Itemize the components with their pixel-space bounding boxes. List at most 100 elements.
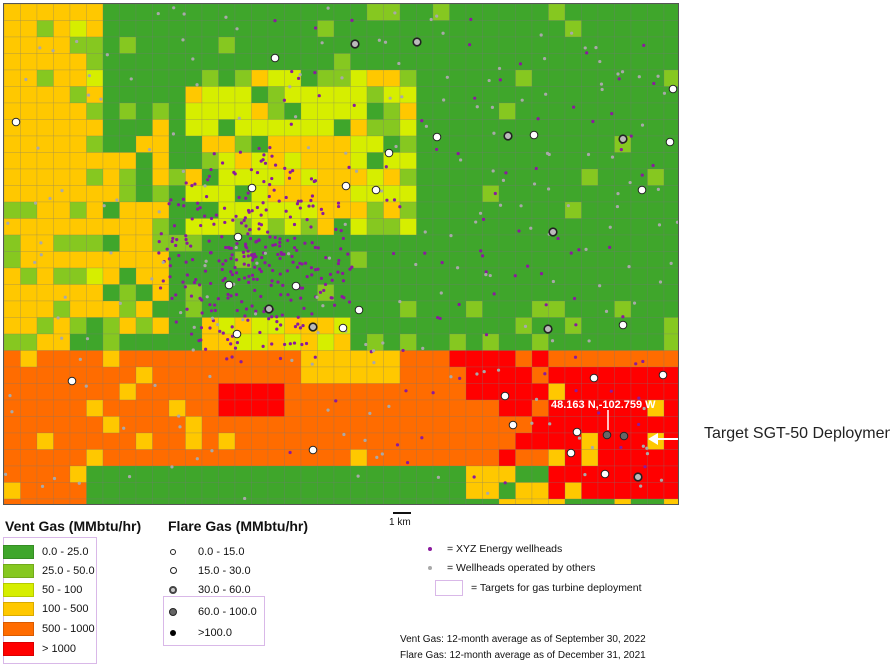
grid-cell bbox=[135, 20, 153, 38]
grid-cell bbox=[267, 86, 285, 104]
wellhead-point bbox=[321, 211, 325, 216]
grid-cell bbox=[185, 20, 203, 38]
grid-cell bbox=[399, 465, 417, 483]
flare-circle bbox=[618, 320, 628, 330]
wellhead-point bbox=[534, 397, 539, 401]
wellhead-point bbox=[222, 206, 227, 210]
wellhead-point bbox=[210, 449, 214, 453]
grid-cell bbox=[449, 399, 467, 417]
wellhead-point bbox=[33, 260, 37, 265]
grid-cell bbox=[548, 4, 566, 21]
wellhead-point bbox=[243, 276, 247, 280]
grid-cell bbox=[36, 383, 54, 401]
wellhead-point bbox=[498, 78, 502, 82]
grid-cell bbox=[416, 267, 434, 285]
wellhead-point bbox=[262, 153, 266, 157]
grid-cell bbox=[102, 383, 120, 401]
grid-cell bbox=[185, 86, 203, 104]
wellhead-point bbox=[423, 251, 427, 255]
grid-cell bbox=[515, 251, 533, 269]
grid-cell bbox=[564, 152, 582, 170]
grid-cell bbox=[531, 234, 549, 252]
wellhead-point bbox=[435, 147, 439, 152]
grid-cell bbox=[482, 234, 500, 252]
wellhead-point bbox=[616, 72, 620, 76]
wellhead-point bbox=[220, 235, 224, 239]
wellhead-point bbox=[296, 76, 301, 80]
grid-cell bbox=[300, 416, 318, 434]
wellhead-point bbox=[292, 246, 297, 250]
grid-cell bbox=[366, 168, 384, 186]
vent-legend-item: 100 - 500 bbox=[3, 600, 88, 617]
grid-cell bbox=[515, 449, 533, 467]
wellhead-point bbox=[484, 270, 488, 274]
wellhead-point bbox=[237, 195, 241, 200]
wellhead-point bbox=[539, 272, 544, 276]
flare-circle bbox=[371, 185, 381, 195]
vent-gas-map[interactable]: 48.163 N,-102.759 W bbox=[3, 3, 679, 505]
grid-cell bbox=[69, 317, 87, 335]
grid-cell bbox=[531, 201, 549, 219]
wellhead-point bbox=[286, 238, 290, 243]
wellhead-point bbox=[400, 95, 404, 99]
grid-cell bbox=[119, 135, 137, 153]
grid-cell bbox=[399, 399, 417, 417]
grid-cell bbox=[119, 119, 137, 137]
grid-cell bbox=[86, 267, 104, 285]
wellhead-point bbox=[197, 339, 201, 343]
grid-cell bbox=[614, 333, 632, 351]
grid-cell bbox=[482, 383, 500, 401]
wellhead-point bbox=[455, 266, 460, 270]
grid-cell bbox=[201, 119, 219, 137]
grid-cell bbox=[482, 69, 500, 87]
vent-legend-item: 25.0 - 50.0 bbox=[3, 562, 95, 579]
vent-gas-note: Vent Gas: 12-month average as of Septemb… bbox=[400, 634, 646, 645]
grid-cell bbox=[515, 218, 533, 236]
wellhead-point bbox=[292, 341, 297, 345]
wellhead-point bbox=[232, 170, 236, 174]
wellhead-point bbox=[371, 349, 376, 353]
grid-cell bbox=[168, 482, 186, 500]
grid-cell bbox=[102, 4, 120, 21]
wellhead-point bbox=[39, 241, 43, 245]
flare-circle bbox=[350, 39, 360, 49]
wellhead-point bbox=[192, 280, 197, 285]
grid-cell bbox=[267, 185, 285, 203]
grid-cell bbox=[432, 20, 450, 38]
wellhead-point bbox=[238, 150, 243, 154]
wellhead-point bbox=[619, 148, 623, 152]
grid-cell bbox=[416, 201, 434, 219]
wellhead-point bbox=[190, 258, 195, 262]
grid-cell bbox=[614, 465, 632, 483]
grid-cell bbox=[416, 333, 434, 351]
grid-cell bbox=[20, 482, 38, 500]
grid-cell bbox=[53, 234, 71, 252]
grid-cell bbox=[69, 498, 87, 504]
grid-cell bbox=[383, 399, 401, 417]
wellhead-point bbox=[652, 81, 656, 86]
wellhead-point bbox=[223, 220, 227, 225]
grid-cell bbox=[102, 218, 120, 236]
grid-cell bbox=[465, 399, 483, 417]
wellhead-point bbox=[185, 273, 190, 277]
grid-cell bbox=[399, 317, 417, 335]
grid-cell bbox=[383, 234, 401, 252]
grid-cell bbox=[630, 333, 648, 351]
xyz-wellhead-dot-icon bbox=[428, 547, 432, 551]
grid-cell bbox=[185, 201, 203, 219]
grid-cell bbox=[366, 36, 384, 54]
wellhead-point bbox=[118, 301, 122, 305]
grid-cell bbox=[251, 119, 269, 137]
wellhead-point bbox=[315, 295, 319, 299]
grid-cell bbox=[201, 69, 219, 87]
wellhead-point bbox=[215, 322, 220, 327]
grid-cell bbox=[432, 234, 450, 252]
wellhead-point bbox=[273, 163, 278, 167]
wellhead-point bbox=[304, 341, 309, 346]
grid-cell bbox=[564, 251, 582, 269]
grid-cell bbox=[69, 119, 87, 137]
grid-cell bbox=[53, 69, 71, 87]
grid-cell bbox=[300, 53, 318, 71]
wellhead-point bbox=[354, 169, 359, 173]
grid-cell bbox=[663, 4, 678, 21]
